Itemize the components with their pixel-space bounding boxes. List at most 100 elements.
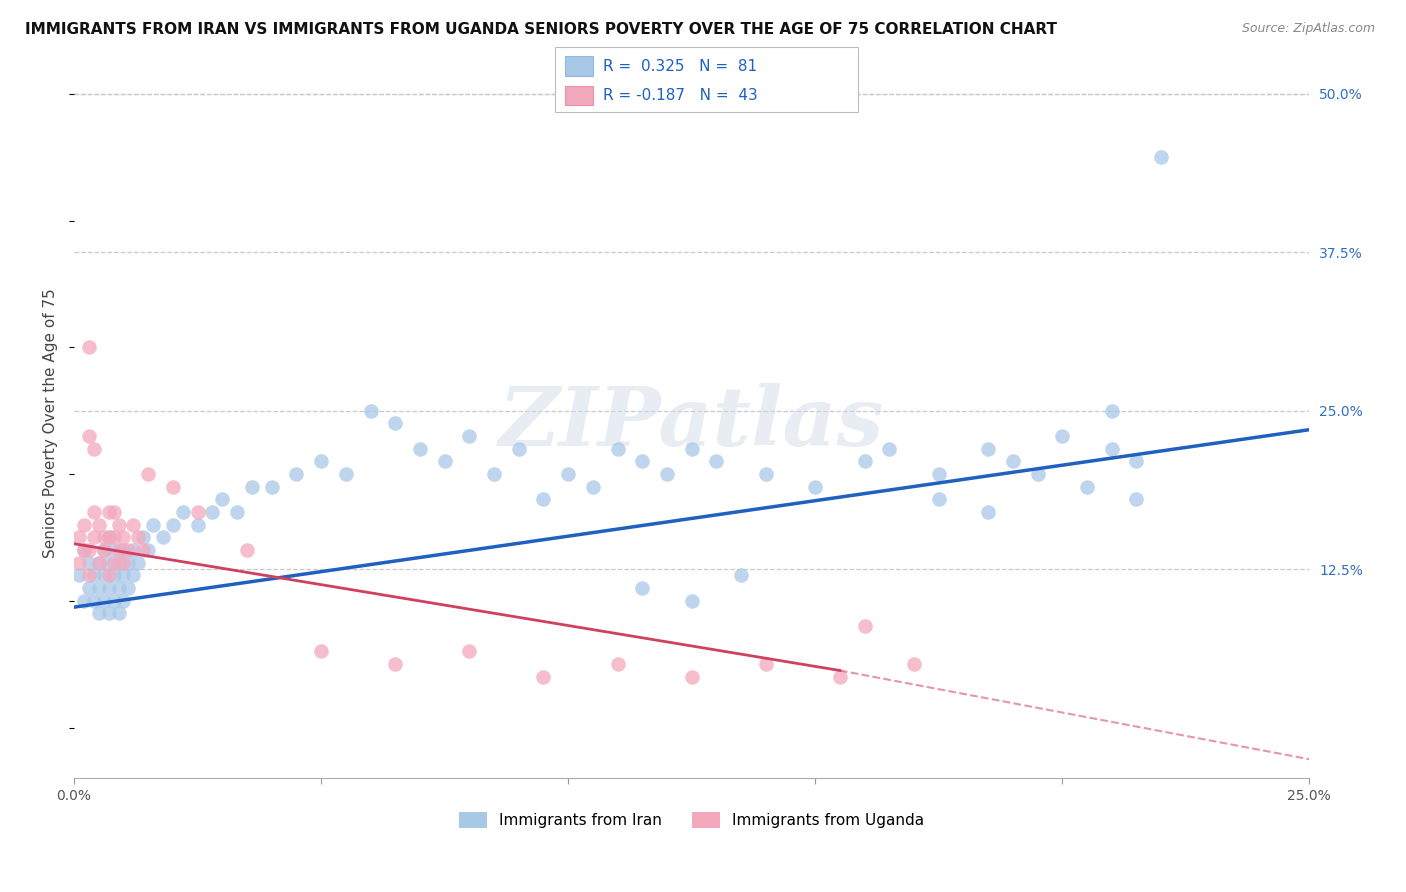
Point [236, 543, 259, 558]
Point [928, 492, 950, 507]
Point [87, 556, 110, 570]
Point [1125, 454, 1147, 468]
Point [103, 568, 125, 582]
Point [309, 644, 332, 658]
Point [606, 657, 628, 672]
Point [631, 581, 654, 595]
Point [681, 442, 703, 456]
Point [433, 454, 456, 468]
Point [853, 619, 876, 633]
Point [93, 568, 115, 582]
Point [87, 556, 110, 570]
Point [384, 417, 406, 431]
Point [655, 467, 678, 481]
Point [103, 531, 125, 545]
Point [107, 556, 129, 570]
Point [93, 543, 115, 558]
Point [482, 467, 505, 481]
Point [928, 467, 950, 481]
Point [903, 657, 925, 672]
Point [755, 657, 778, 672]
Legend: Immigrants from Iran, Immigrants from Uganda: Immigrants from Iran, Immigrants from Ug… [453, 805, 931, 834]
Point [458, 644, 481, 658]
Point [533, 670, 555, 684]
Point [122, 543, 145, 558]
Point [211, 492, 233, 507]
Point [582, 480, 605, 494]
Point [606, 442, 628, 456]
Point [136, 543, 159, 558]
Point [706, 454, 728, 468]
Point [755, 467, 778, 481]
Point [112, 531, 135, 545]
Point [1101, 442, 1123, 456]
Point [187, 505, 209, 519]
Text: Source: ZipAtlas.com: Source: ZipAtlas.com [1241, 22, 1375, 36]
Point [117, 581, 139, 595]
Point [409, 442, 432, 456]
Text: R =  0.325   N =  81: R = 0.325 N = 81 [603, 59, 758, 73]
Point [73, 543, 96, 558]
Point [631, 454, 654, 468]
Point [87, 517, 110, 532]
Point [97, 568, 120, 582]
Point [112, 543, 135, 558]
Point [77, 340, 100, 354]
Point [977, 442, 1000, 456]
Point [828, 670, 851, 684]
Point [557, 467, 579, 481]
Point [87, 607, 110, 621]
Point [879, 442, 901, 456]
Point [309, 454, 332, 468]
Point [132, 531, 155, 545]
Point [112, 568, 135, 582]
Point [127, 531, 149, 545]
Point [77, 568, 100, 582]
Point [77, 556, 100, 570]
Text: IMMIGRANTS FROM IRAN VS IMMIGRANTS FROM UGANDA SENIORS POVERTY OVER THE AGE OF 7: IMMIGRANTS FROM IRAN VS IMMIGRANTS FROM … [25, 22, 1057, 37]
Point [152, 531, 174, 545]
Point [103, 505, 125, 519]
Point [853, 454, 876, 468]
Point [162, 517, 184, 532]
Point [187, 517, 209, 532]
Point [384, 657, 406, 672]
Point [97, 556, 120, 570]
Point [67, 531, 90, 545]
Point [977, 505, 1000, 519]
Point [73, 594, 96, 608]
Point [67, 556, 90, 570]
Point [117, 556, 139, 570]
Point [83, 442, 105, 456]
Point [458, 429, 481, 443]
Point [122, 568, 145, 582]
Point [122, 517, 145, 532]
Point [103, 556, 125, 570]
Point [240, 480, 263, 494]
Point [1076, 480, 1098, 494]
Point [508, 442, 530, 456]
Point [107, 581, 129, 595]
Point [97, 607, 120, 621]
Point [97, 531, 120, 545]
Point [226, 505, 249, 519]
Point [77, 581, 100, 595]
Point [360, 403, 382, 417]
Point [1052, 429, 1074, 443]
Point [107, 543, 129, 558]
Point [162, 480, 184, 494]
Point [103, 594, 125, 608]
Point [77, 543, 100, 558]
Point [533, 492, 555, 507]
Point [285, 467, 308, 481]
Point [681, 594, 703, 608]
Point [260, 480, 283, 494]
Point [335, 467, 357, 481]
Point [142, 517, 165, 532]
Y-axis label: Seniors Poverty Over the Age of 75: Seniors Poverty Over the Age of 75 [44, 288, 58, 558]
Point [103, 543, 125, 558]
Point [83, 594, 105, 608]
Point [201, 505, 224, 519]
Text: ZIPatlas: ZIPatlas [499, 384, 884, 463]
Point [97, 531, 120, 545]
